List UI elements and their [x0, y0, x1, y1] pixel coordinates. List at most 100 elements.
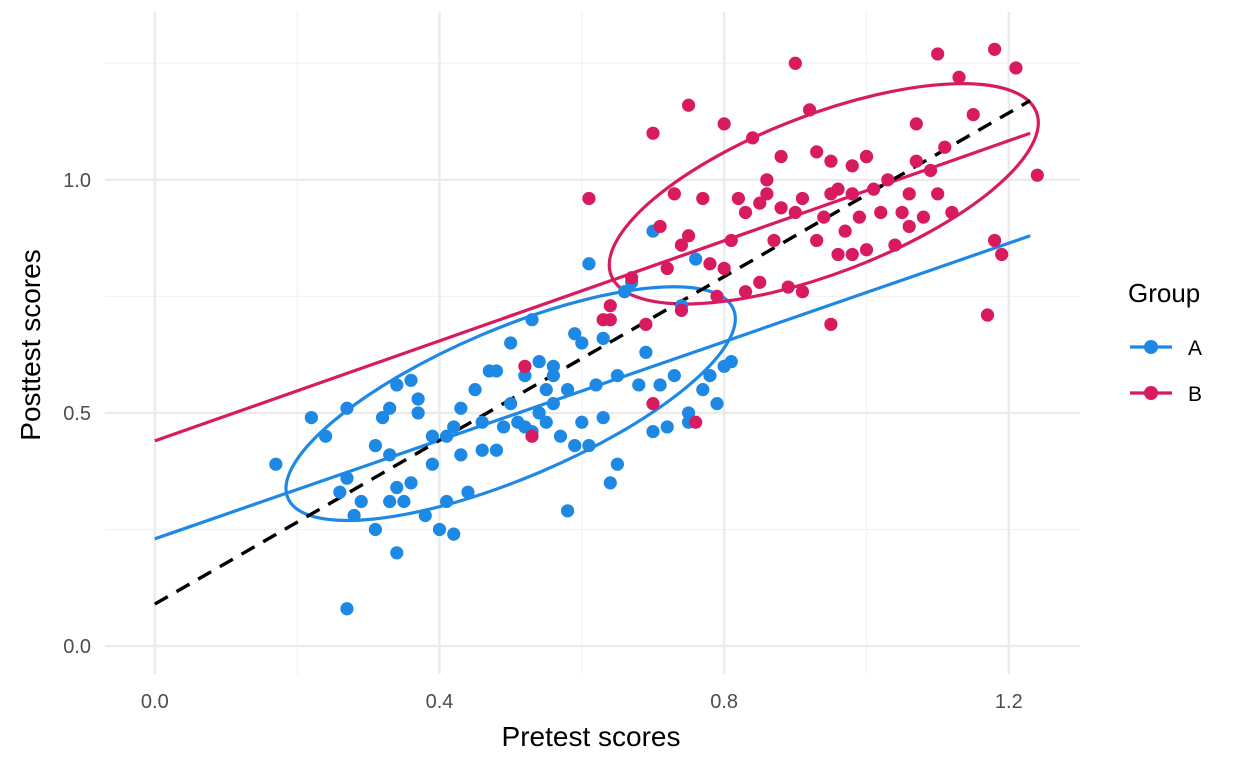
point-group-b: [660, 261, 674, 276]
point-group-b: [845, 247, 859, 262]
point-group-b: [710, 289, 724, 303]
legend-key-point-a: [1144, 340, 1158, 354]
confidence-ellipses: [284, 82, 1040, 523]
point-group-b: [859, 149, 874, 164]
data-points: [269, 42, 1044, 616]
point-group-a: [496, 420, 511, 434]
point-group-a: [432, 522, 447, 537]
point-group-b: [582, 191, 596, 206]
point-group-b: [774, 149, 788, 164]
point-group-b: [646, 126, 660, 140]
point-group-b: [867, 182, 881, 196]
point-group-a: [539, 415, 553, 429]
y-tick-label: 0.5: [63, 403, 91, 425]
point-group-b: [674, 303, 689, 317]
point-group-a: [596, 410, 610, 425]
y-tick-label: 1.0: [63, 170, 91, 192]
point-group-a: [504, 336, 518, 350]
y-tick-label: 0.0: [63, 636, 91, 658]
point-group-b: [845, 159, 859, 173]
point-group-a: [269, 457, 283, 471]
point-group-a: [411, 406, 425, 420]
point-group-a: [304, 410, 318, 425]
point-group-a: [468, 383, 482, 397]
point-group-b: [738, 285, 753, 299]
point-group-a: [553, 429, 568, 443]
point-group-b: [696, 191, 710, 206]
point-group-a: [375, 410, 390, 425]
point-group-a: [368, 522, 383, 537]
point-group-a: [696, 383, 710, 397]
point-group-a: [383, 448, 397, 462]
point-group-a: [610, 369, 625, 383]
point-group-b: [995, 247, 1009, 262]
point-group-a: [546, 369, 560, 383]
point-group-a: [653, 378, 667, 392]
point-group-a: [639, 345, 653, 359]
point-group-b: [767, 233, 781, 248]
point-group-a: [568, 327, 582, 341]
point-group-a: [568, 438, 582, 453]
point-group-b: [603, 313, 617, 327]
point-group-b: [909, 117, 923, 131]
point-group-b: [760, 173, 774, 187]
point-group-a: [397, 494, 411, 509]
point-group-a: [425, 457, 439, 471]
point-group-b: [795, 191, 810, 206]
point-group-a: [575, 415, 589, 429]
point-group-a: [610, 457, 625, 471]
point-group-a: [518, 369, 532, 383]
point-group-b: [781, 280, 795, 294]
x-tick-label: 0.4: [426, 691, 454, 713]
point-group-b: [931, 187, 945, 201]
point-group-b: [674, 238, 689, 252]
point-group-b: [760, 187, 774, 201]
point-group-b: [788, 56, 802, 70]
point-group-b: [931, 47, 945, 61]
point-group-b: [802, 103, 817, 117]
legend: Group AB: [1128, 278, 1202, 406]
regression-line-overall: [153, 99, 1032, 606]
point-group-b: [938, 140, 952, 154]
point-group-a: [383, 494, 397, 509]
point-group-a: [589, 378, 603, 392]
point-group-b: [603, 299, 617, 313]
point-group-b: [987, 42, 1002, 56]
point-group-a: [518, 420, 532, 434]
point-group-b: [681, 229, 696, 243]
point-group-b: [703, 257, 717, 271]
point-group-a: [681, 406, 696, 420]
point-group-b: [916, 210, 931, 224]
point-group-a: [383, 401, 397, 415]
point-group-b: [1030, 168, 1044, 182]
point-group-a: [532, 406, 546, 420]
point-group-b: [852, 210, 866, 224]
point-group-a: [340, 401, 354, 415]
point-group-a: [582, 257, 596, 271]
point-group-b: [653, 219, 667, 234]
x-tick-label: 1.2: [995, 691, 1023, 713]
point-group-b: [895, 205, 909, 220]
point-group-b: [881, 173, 895, 187]
axes: Pretest scores Posttest scores 0.0 0.4 0.8…: [15, 170, 1023, 752]
point-group-b: [689, 415, 703, 429]
point-group-a: [724, 355, 738, 369]
point-group-b: [746, 131, 760, 145]
point-group-a: [440, 494, 454, 509]
point-group-a: [425, 429, 439, 443]
point-group-a: [646, 424, 660, 439]
point-group-a: [390, 546, 404, 560]
legend-label-a: A: [1188, 337, 1202, 360]
point-group-a: [525, 313, 539, 327]
y-axis-title: Posttest scores: [15, 249, 46, 440]
point-group-a: [333, 485, 347, 499]
point-group-b: [788, 205, 802, 220]
point-group-b: [717, 117, 731, 131]
point-group-a: [411, 392, 425, 406]
point-group-b: [845, 187, 859, 201]
point-group-b: [639, 317, 653, 331]
point-group-a: [454, 448, 468, 462]
point-group-b: [625, 271, 639, 285]
point-group-b: [952, 70, 966, 84]
